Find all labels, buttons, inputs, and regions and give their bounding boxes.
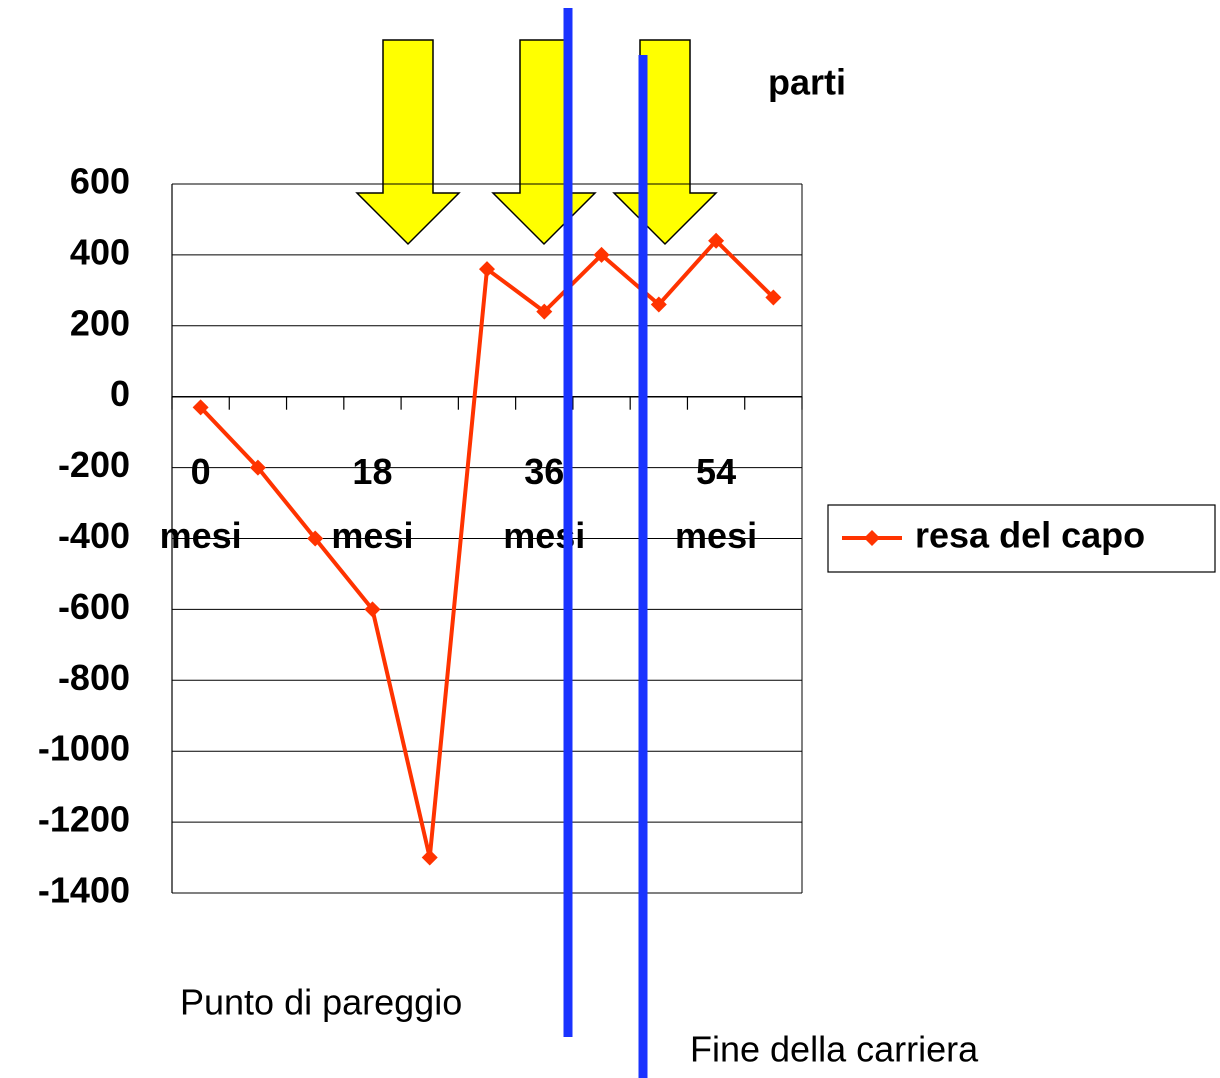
y-tick-label: 0 [110,373,130,414]
marker [650,296,667,313]
marker [421,849,438,866]
x-tick-label: 54 mesi [675,451,758,556]
marker [479,261,495,278]
marker [708,232,725,249]
y-tick-label: -800 [58,657,130,698]
arrow [355,39,461,246]
legend-box [827,504,1216,573]
marker [765,289,782,306]
y-tick-label: -600 [58,586,130,627]
y-tick-label: -400 [58,515,130,556]
y-tick-label: 200 [70,302,130,343]
y-tick-label: -1400 [38,870,130,911]
x-tick-label: 0 mesi [159,451,242,556]
marker [249,459,266,476]
y-tick-label: -1000 [38,728,130,769]
y-tick-label: -200 [58,444,130,485]
x-tick-label: 18 mesi [331,451,414,556]
marker [307,530,324,547]
y-tick-label: 600 [70,161,130,202]
marker [364,601,381,618]
marker [593,246,610,263]
marker [192,399,209,416]
marker [536,303,553,320]
annotation: Punto di pareggio [180,982,462,1023]
y-tick-label: -1200 [38,799,130,840]
y-tick-label: 400 [70,231,130,272]
marker [864,530,880,546]
annotation: parti [768,62,846,103]
legend-label: resa del capo [915,515,1145,556]
annotation: Fine della carriera [690,1029,979,1070]
